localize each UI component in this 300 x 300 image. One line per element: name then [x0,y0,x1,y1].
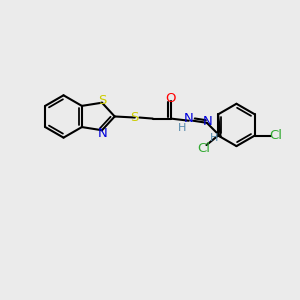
Text: H: H [210,134,218,143]
Text: N: N [203,115,213,128]
Text: Cl: Cl [197,142,210,155]
Text: Cl: Cl [269,129,283,142]
Text: H: H [178,124,187,134]
Text: S: S [130,111,139,124]
Text: O: O [166,92,176,105]
Text: N: N [184,112,194,125]
Text: N: N [98,127,108,140]
Text: S: S [98,94,106,107]
